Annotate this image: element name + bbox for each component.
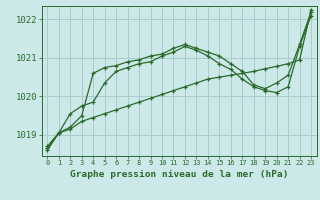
X-axis label: Graphe pression niveau de la mer (hPa): Graphe pression niveau de la mer (hPa) [70,170,288,179]
